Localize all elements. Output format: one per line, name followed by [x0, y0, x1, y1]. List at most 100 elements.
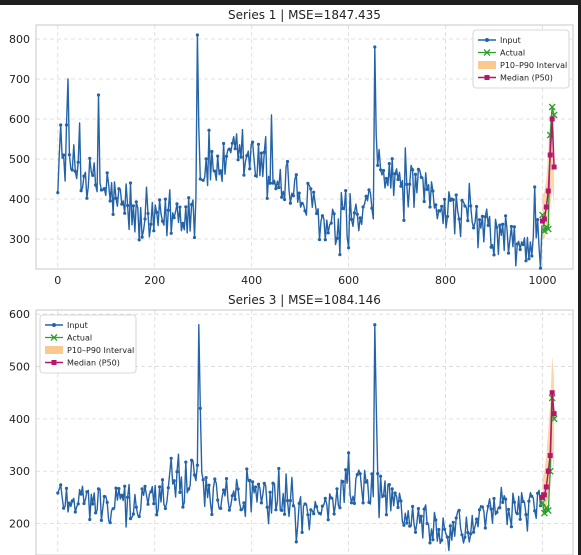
input-point — [82, 501, 86, 506]
input-point — [504, 497, 508, 501]
input-point — [70, 168, 74, 172]
median-point — [547, 152, 553, 158]
input-point — [137, 514, 141, 519]
input-point — [533, 185, 537, 189]
y-tick-label: 400 — [9, 193, 30, 206]
input-point — [94, 511, 98, 515]
input-point — [387, 483, 391, 487]
input-point — [251, 140, 255, 144]
input-point — [207, 483, 211, 487]
input-point — [280, 195, 284, 199]
actual-point — [544, 225, 552, 233]
input-point — [527, 499, 531, 503]
input-point — [352, 501, 356, 505]
input-point — [477, 218, 482, 222]
legend-label-input: Input — [500, 36, 521, 45]
input-point — [466, 530, 470, 535]
input-point — [160, 219, 165, 223]
legend-input-marker — [52, 323, 56, 327]
input-point — [506, 507, 511, 511]
input-point — [355, 473, 359, 477]
input-point — [181, 221, 185, 225]
input-point — [335, 236, 339, 240]
input-point — [175, 470, 179, 474]
input-point — [274, 187, 278, 191]
input-point — [364, 480, 368, 484]
input-point — [536, 218, 540, 222]
input-point — [94, 183, 98, 187]
input-point — [323, 496, 327, 500]
input-point — [155, 513, 159, 517]
x-tick-label: 400 — [241, 274, 262, 287]
input-point — [210, 512, 214, 517]
input-point — [207, 128, 211, 132]
input-point — [262, 150, 266, 154]
input-point — [538, 266, 543, 270]
legend-label-interval: P10–P90 Interval — [67, 346, 134, 355]
input-point — [515, 512, 519, 516]
input-point — [431, 538, 435, 542]
input-point — [413, 172, 418, 176]
input-point — [329, 496, 333, 500]
input-point — [64, 123, 69, 127]
median-point — [541, 492, 547, 498]
chart-title: Series 3 | MSE=1084.146 — [228, 293, 381, 307]
input-point — [384, 176, 388, 181]
input-point — [166, 486, 170, 490]
input-point — [181, 505, 185, 509]
input-point — [102, 187, 106, 191]
input-point — [172, 479, 176, 483]
input-point — [492, 496, 496, 501]
input-point — [469, 204, 473, 208]
input-point — [530, 494, 534, 498]
input-point — [277, 185, 281, 190]
input-point — [434, 203, 438, 207]
input-point — [216, 498, 220, 502]
input-point — [428, 205, 432, 209]
input-point — [457, 217, 461, 221]
legend-label-input: Input — [67, 321, 88, 330]
y-tick-label: 300 — [9, 233, 30, 246]
input-point — [102, 494, 106, 499]
input-point — [431, 189, 435, 193]
input-point — [463, 204, 467, 208]
input-point — [143, 484, 147, 488]
input-point — [472, 226, 476, 230]
input-point — [347, 246, 351, 250]
input-point — [134, 200, 138, 204]
input-point — [242, 501, 246, 505]
input-point — [483, 526, 487, 530]
legend-median-marker — [51, 360, 57, 365]
input-point — [111, 507, 115, 511]
input-point — [158, 198, 162, 202]
input-point — [309, 187, 313, 191]
input-point — [332, 212, 336, 216]
input-point — [99, 518, 103, 523]
input-point — [492, 253, 496, 257]
median-point — [549, 116, 555, 122]
legend: Input Actual P10–P90 Interval Median (P50) — [472, 29, 570, 89]
input-point — [317, 238, 322, 242]
input-point — [175, 202, 179, 206]
median-point — [545, 468, 551, 474]
legend-input-marker — [485, 38, 489, 42]
input-point — [381, 168, 386, 173]
input-point — [527, 257, 531, 261]
input-point — [128, 181, 133, 185]
input-point — [91, 173, 95, 177]
input-point — [393, 172, 397, 176]
input-point — [288, 201, 292, 205]
actual-point — [540, 509, 548, 517]
input-point — [443, 197, 447, 201]
input-point — [76, 502, 80, 506]
subplot-2: Series 3 | MSE=1084.14602004006008001000… — [9, 293, 574, 555]
actual-point — [540, 227, 548, 235]
input-point — [111, 212, 115, 216]
input-point — [114, 486, 118, 490]
input-point — [451, 198, 455, 202]
input-point — [201, 178, 205, 182]
input-point — [146, 211, 150, 216]
legend-actual-marker — [483, 49, 491, 56]
input-point — [114, 196, 118, 200]
input-point — [192, 473, 197, 477]
